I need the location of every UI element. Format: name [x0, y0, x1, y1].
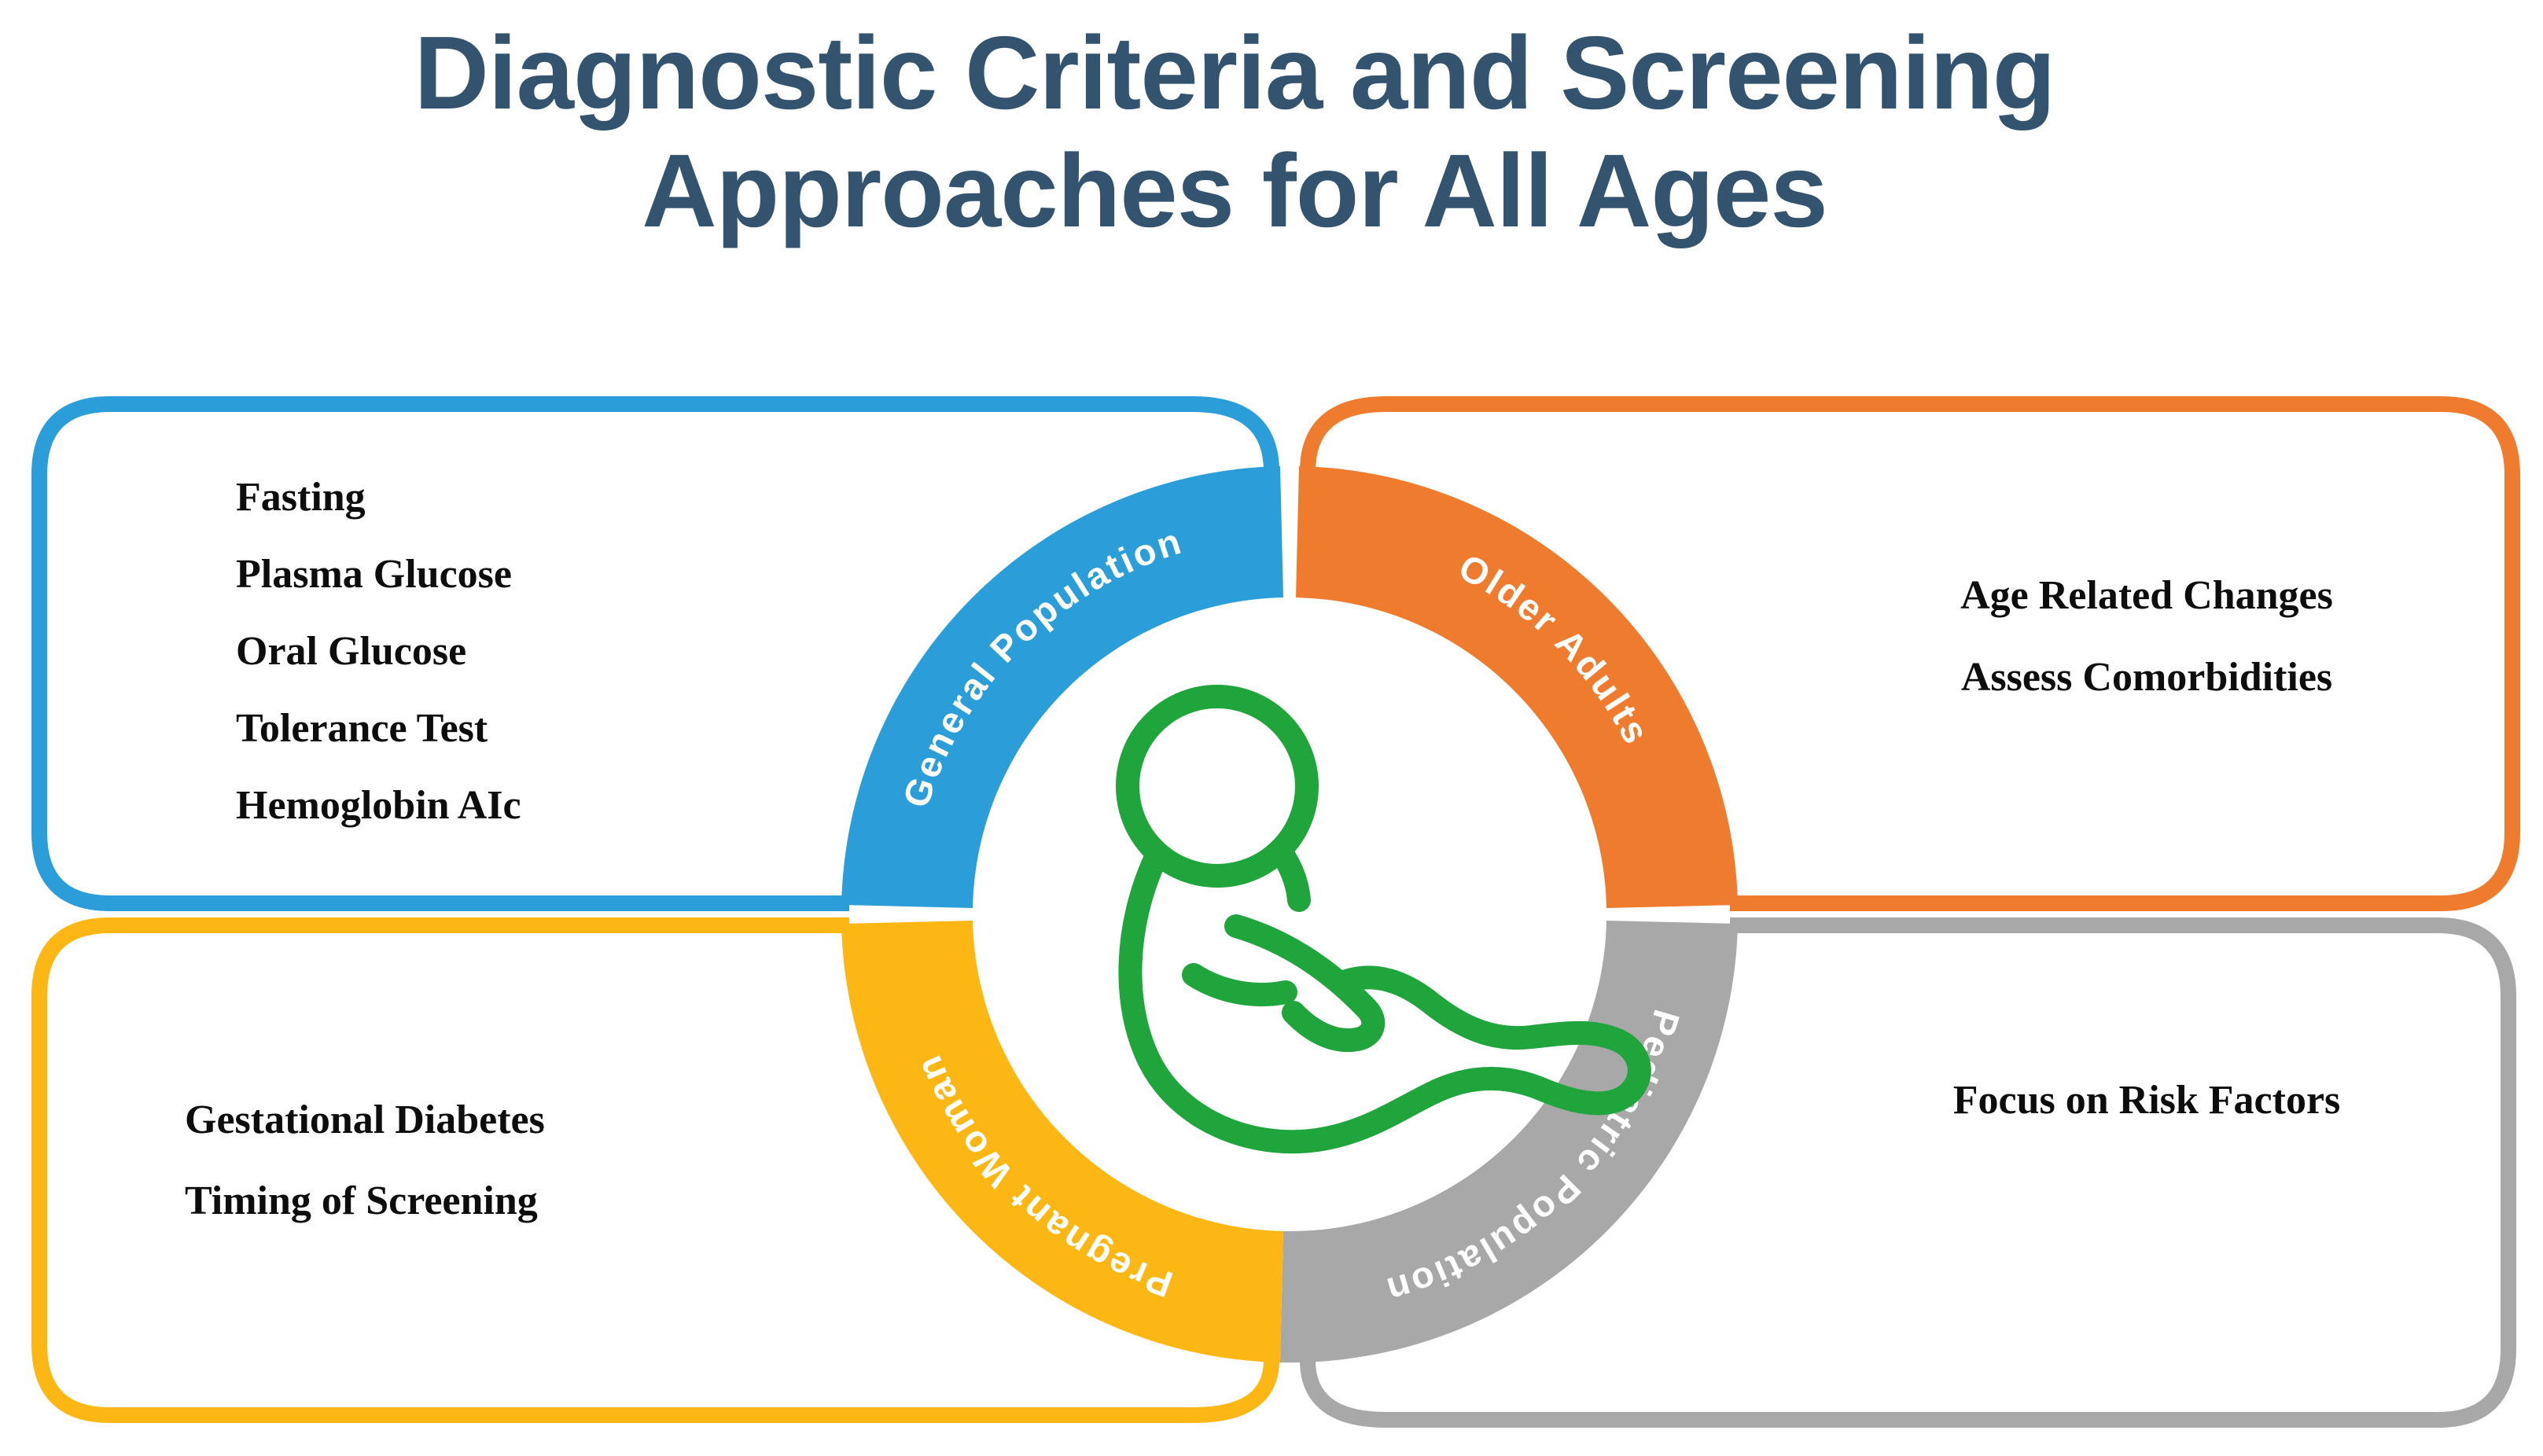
list-item: Tolerance Test: [236, 706, 488, 751]
ring-segment-pregnant-woman: [841, 921, 1283, 1362]
list-item: Age Related Changes: [1960, 573, 2333, 618]
list-item: Fasting: [236, 475, 366, 520]
frame-pregnant-woman: [31, 917, 1279, 1423]
fetus-hand: [1182, 963, 1297, 1007]
panel-pregnant-woman: Gestational Diabetes Timing of Screening: [185, 1079, 545, 1241]
list-item: Assess Comorbidities: [1960, 655, 2333, 700]
page-title-line2: Approaches for All Ages: [642, 133, 1828, 248]
frame-pediatric-population: [1300, 917, 2516, 1428]
page-title: Diagnostic Criteria and Screening Approa…: [0, 14, 2469, 250]
fetus-arm: [1224, 914, 1386, 1053]
list-item: Oral Glucose: [236, 629, 467, 674]
list-item: Timing of Screening: [185, 1178, 538, 1223]
list-item: Gestational Diabetes: [185, 1098, 545, 1142]
frame-older-adults: [1300, 396, 2520, 911]
panel-general-population: Fasting Plasma Glucose Oral Glucose Tole…: [236, 459, 521, 844]
list-item: Plasma Glucose: [236, 552, 512, 597]
fetus-icon: [1116, 685, 1651, 1154]
page-title-line1: Diagnostic Criteria and Screening: [414, 15, 2056, 131]
list-item: Focus on Risk Factors: [1952, 1078, 2341, 1123]
fetus-neck: [1268, 839, 1311, 912]
fetus-body: [1118, 849, 1651, 1154]
ring-segment-older-adults: [1296, 466, 1738, 908]
panel-older-adults: Age Related Changes Assess Comorbidities: [1769, 555, 2524, 719]
list-item: Hemoglobin AIc: [236, 783, 521, 828]
fetus-head: [1116, 685, 1319, 888]
frame-general-population: [31, 396, 1279, 911]
ring-segment-general-population: [841, 466, 1283, 908]
panel-pediatric-population: Focus on Risk Factors: [1769, 1060, 2524, 1142]
